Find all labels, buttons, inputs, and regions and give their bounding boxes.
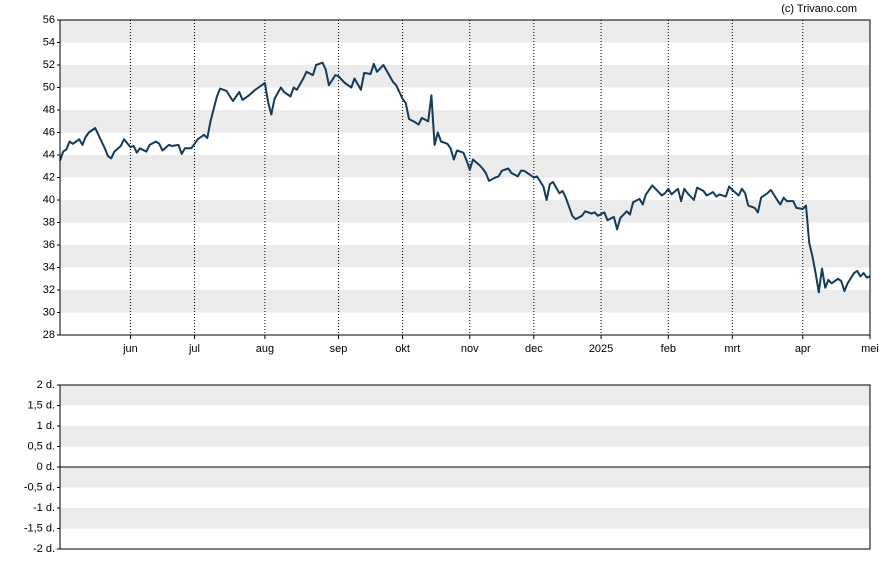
- y-tick-label: 30: [43, 306, 55, 318]
- x-tick-label: apr: [795, 343, 811, 355]
- y-tick-label: 38: [43, 216, 55, 228]
- x-tick-label: jul: [188, 343, 200, 355]
- x-tick-label: mei: [861, 343, 879, 355]
- x-tick-label: feb: [661, 343, 676, 355]
- x-tick-label: nov: [461, 343, 479, 355]
- y-tick-label: 46: [43, 126, 55, 138]
- grid-band: [60, 290, 870, 313]
- y-tick-label: 54: [43, 36, 55, 48]
- y-tick-label: 34: [43, 261, 55, 273]
- x-tick-label: sep: [330, 343, 348, 355]
- y-tick-label: -1,5 d.: [24, 522, 55, 534]
- price-line: [59, 61, 871, 294]
- grid-band: [60, 426, 870, 447]
- y-tick-label: -1 d.: [33, 502, 55, 514]
- y-tick-label: 0,5 d.: [27, 440, 55, 452]
- plot-border: [59, 384, 871, 550]
- grid-band: [60, 467, 870, 488]
- y-tick-label: 42: [43, 171, 55, 183]
- y-tick-label: 44: [43, 149, 55, 161]
- copyright: (c) Trivano.com: [781, 3, 857, 15]
- y-tick-label: 1 d.: [37, 420, 55, 432]
- x-tick-label: okt: [395, 343, 410, 355]
- grid-band: [60, 155, 870, 178]
- grid-band: [60, 245, 870, 268]
- y-tick-label: 32: [43, 284, 55, 296]
- y-tick-label: 40: [43, 194, 55, 206]
- y-tick-label: 28: [43, 329, 55, 341]
- x-tick-label: 2025: [589, 343, 613, 355]
- grid-band: [60, 110, 870, 133]
- plot-border: [59, 19, 871, 336]
- y-tick-label: 36: [43, 239, 55, 251]
- y-tick-label: -2 d.: [33, 543, 55, 555]
- grid-band: [60, 200, 870, 223]
- x-tick-label: aug: [256, 343, 274, 355]
- y-tick-label: 50: [43, 81, 55, 93]
- x-tick-label: jun: [122, 343, 138, 355]
- grid-band: [60, 20, 870, 43]
- x-tick-label: mrt: [724, 343, 740, 355]
- y-tick-label: 48: [43, 104, 55, 116]
- y-tick-label: 52: [43, 59, 55, 71]
- y-tick-label: -0,5 d.: [24, 481, 55, 493]
- y-tick-label: 1,5 d.: [27, 399, 55, 411]
- y-tick-label: 2 d.: [37, 379, 55, 391]
- grid-band: [60, 508, 870, 529]
- grid-band: [60, 65, 870, 88]
- y-tick-label: 0 d.: [37, 461, 55, 473]
- grid-band: [60, 385, 870, 406]
- y-tick-label: 56: [43, 14, 55, 26]
- x-tick-label: dec: [525, 343, 543, 355]
